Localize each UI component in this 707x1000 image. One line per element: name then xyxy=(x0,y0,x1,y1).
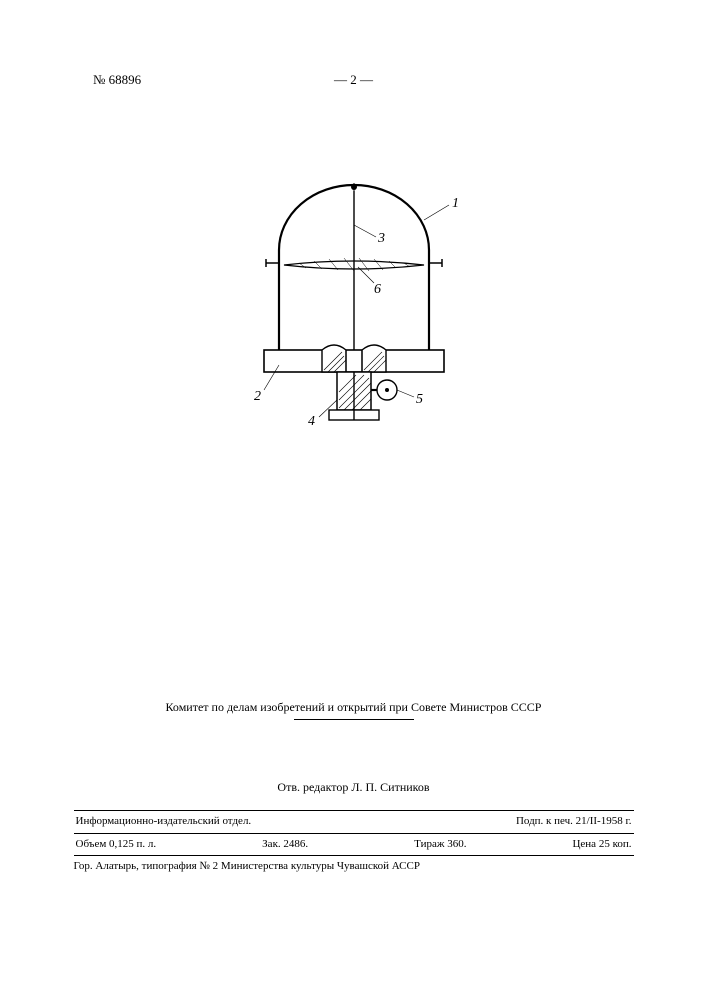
base-plate-icon xyxy=(264,350,444,372)
callout-3: 3 xyxy=(377,231,385,246)
page: № 68896 — 2 — xyxy=(0,0,707,1000)
page-number: — 2 — xyxy=(334,72,373,88)
colophon-dept: Информационно-издательский отдел. xyxy=(76,813,252,831)
colophon-date: Подп. к печ. 21/II-1958 г. xyxy=(516,813,632,831)
colophon-block: Информационно-издательский отдел. Подп. … xyxy=(74,810,634,856)
committee-text: Комитет по делам изобретений и открытий … xyxy=(166,700,542,714)
callout-2: 2 xyxy=(254,389,261,404)
colophon-price: Цена 25 коп. xyxy=(572,836,631,854)
colophon-tirage: Тираж 360. xyxy=(414,836,466,854)
committee-line: Комитет по делам изобретений и открытий … xyxy=(94,700,614,720)
colophon-row-1: Информационно-издательский отдел. Подп. … xyxy=(74,811,634,833)
callout-1: 1 xyxy=(452,196,459,211)
colophon-volume: Объем 0,125 п. л. xyxy=(76,836,157,854)
doc-number: № 68896 xyxy=(93,72,141,88)
callout-6: 6 xyxy=(374,282,381,297)
divider xyxy=(294,719,414,720)
colophon-row-2: Объем 0,125 п. л. Зак. 2486. Тираж 360. … xyxy=(74,833,634,856)
technical-figure: 1 3 6 2 4 5 xyxy=(224,165,484,505)
callout-5: 5 xyxy=(416,392,423,407)
figure-svg: 1 3 6 2 4 5 xyxy=(224,165,484,505)
printer-line: Гор. Алатырь, типография № 2 Министерств… xyxy=(74,858,634,872)
callout-4: 4 xyxy=(308,414,315,429)
editor-line: Отв. редактор Л. П. Ситников xyxy=(277,780,429,795)
colophon-order: Зак. 2486. xyxy=(262,836,308,854)
